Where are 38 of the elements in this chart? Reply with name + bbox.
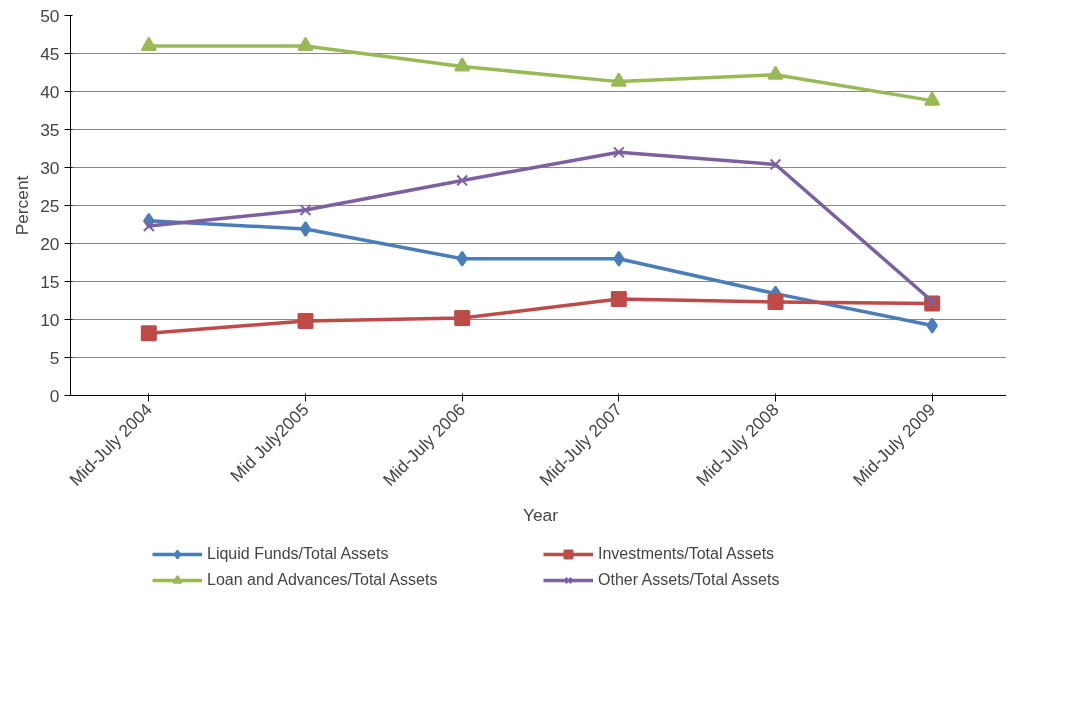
point <box>767 65 784 80</box>
legend-label: Liquid Funds/Total Assets <box>207 544 390 564</box>
point <box>140 325 157 342</box>
point <box>926 317 938 334</box>
x-axis-title: Year <box>522 504 559 525</box>
point <box>456 174 469 187</box>
legend-label: Other Assets/Total Assets <box>598 570 781 590</box>
point <box>142 220 155 232</box>
point <box>297 313 314 330</box>
y-axis-title: Percent <box>12 175 33 236</box>
point <box>299 204 312 217</box>
point <box>456 250 468 267</box>
point <box>299 221 312 238</box>
y-tick-label: 25 <box>40 195 60 216</box>
y-tick-label: 10 <box>40 309 60 330</box>
point <box>140 36 157 51</box>
point <box>610 290 627 307</box>
point <box>612 146 625 159</box>
y-tick-label: 50 <box>40 5 60 26</box>
point <box>769 158 782 171</box>
point <box>454 57 471 72</box>
y-tick-label: 15 <box>40 271 60 292</box>
y-tick-label: 30 <box>40 157 60 178</box>
y-tick-label: 35 <box>40 119 60 140</box>
point <box>454 309 471 326</box>
point <box>767 294 784 311</box>
point <box>924 91 941 106</box>
point <box>297 36 314 51</box>
y-tick-label: 0 <box>49 385 60 406</box>
legend-label: Investments/Total Assets <box>598 544 776 564</box>
y-tick-label: 5 <box>49 347 60 368</box>
y-tick-label: 45 <box>40 43 60 64</box>
point <box>610 72 627 87</box>
point <box>613 250 625 267</box>
legend-label: Loan and Advances/Total Assets <box>207 570 439 590</box>
y-tick-label: 40 <box>40 81 60 102</box>
y-tick-label: 20 <box>40 233 60 254</box>
point <box>926 295 939 308</box>
